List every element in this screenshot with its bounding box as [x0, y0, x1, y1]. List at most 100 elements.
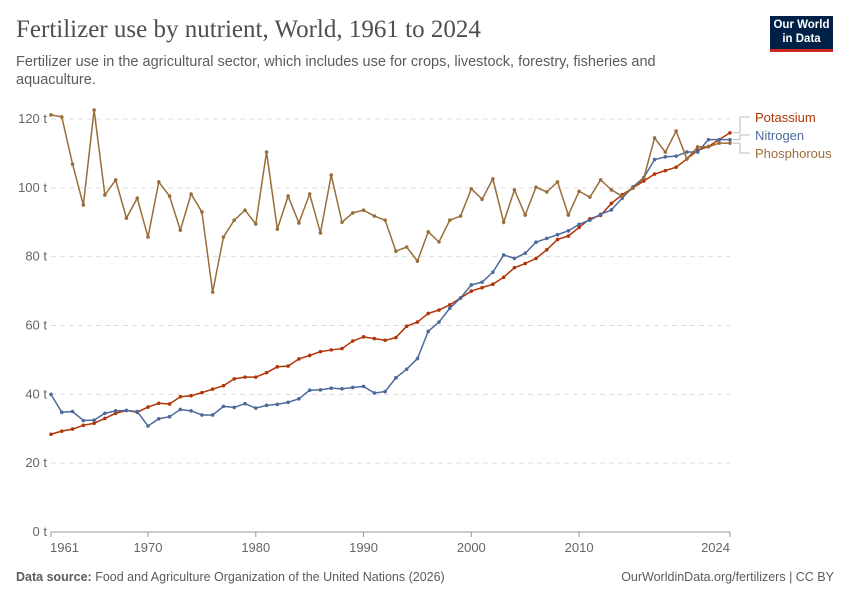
data-point [135, 196, 140, 200]
data-point [415, 356, 420, 361]
data-point [200, 210, 204, 214]
data-point [135, 409, 140, 414]
data-point [426, 311, 431, 316]
data-point [49, 392, 53, 397]
data-point [92, 421, 96, 426]
data-point [350, 211, 355, 215]
data-point [297, 357, 301, 361]
y-tick-label: 40 t [25, 386, 47, 401]
data-point [210, 290, 215, 294]
data-point [523, 213, 528, 217]
data-point [59, 115, 64, 119]
data-point [674, 165, 678, 169]
data-point [480, 285, 484, 290]
data-point [113, 409, 118, 413]
y-tick-label: 100 t [18, 180, 47, 195]
y-tick-label: 0 t [33, 524, 48, 539]
data-point [491, 282, 495, 287]
data-point [361, 208, 366, 213]
legend-connector [733, 142, 750, 154]
data-point [695, 145, 700, 149]
data-point [350, 339, 355, 343]
data-point [383, 218, 387, 222]
x-tick-label: 1970 [134, 540, 163, 555]
data-point [167, 402, 172, 406]
data-point [92, 108, 96, 112]
data-point [641, 176, 646, 180]
data-point [652, 172, 657, 176]
data-point [92, 418, 96, 422]
data-point [588, 218, 592, 222]
data-point [544, 190, 549, 194]
data-point [577, 222, 581, 227]
data-point [598, 212, 603, 217]
series-line-nitrogen [50, 138, 730, 428]
data-point [404, 324, 409, 328]
credit-link[interactable]: OurWorldinData.org/fertilizers | CC BY [621, 570, 834, 584]
x-tick-label: 2010 [565, 540, 594, 555]
x-tick-label: 1980 [241, 540, 270, 555]
data-point [652, 136, 657, 140]
data-point [458, 296, 463, 300]
y-tick-label: 120 t [18, 111, 47, 126]
data-point [329, 386, 334, 390]
data-point [221, 404, 226, 409]
data-point [652, 157, 657, 162]
data-point [275, 365, 280, 369]
data-point [49, 432, 53, 437]
data-point [534, 256, 538, 261]
data-point [588, 195, 592, 199]
data-point [663, 155, 668, 159]
data-point [534, 185, 538, 189]
data-point [329, 173, 334, 177]
legend-label: Potassium [755, 110, 816, 125]
source-text: Food and Agriculture Organization of the… [91, 570, 445, 584]
data-point [286, 364, 290, 368]
data-point [555, 232, 560, 237]
data-point [728, 141, 732, 145]
data-point [189, 393, 193, 398]
data-point [275, 227, 280, 231]
chart-subtitle: Fertilizer use in the agricultural secto… [16, 54, 656, 88]
data-point [350, 385, 355, 390]
logo-text: in Data [782, 33, 821, 45]
data-point [200, 390, 204, 395]
data-source: Data source: Food and Agriculture Organi… [16, 570, 445, 584]
data-point [426, 329, 431, 334]
data-point [286, 194, 290, 198]
data-point [728, 130, 732, 135]
data-point [70, 162, 75, 166]
data-point [59, 410, 64, 415]
data-point [297, 397, 301, 401]
data-point [469, 187, 474, 191]
data-point [167, 414, 172, 419]
data-point [598, 178, 603, 182]
data-point [544, 236, 549, 241]
data-point [232, 377, 237, 381]
data-point [297, 221, 301, 225]
data-point [307, 388, 312, 393]
data-point [555, 180, 560, 184]
chart-title: Fertilizer use by nutrient, World, 1961 … [16, 16, 481, 43]
data-point [383, 338, 387, 343]
data-point [695, 150, 700, 154]
data-point [566, 234, 571, 238]
data-point [577, 225, 581, 230]
data-point [394, 249, 398, 253]
data-point [437, 308, 441, 312]
data-point [340, 387, 344, 391]
data-point [437, 240, 441, 244]
data-point [264, 403, 269, 408]
owid-logo[interactable]: Our World in Data [770, 16, 833, 52]
data-point [221, 235, 226, 239]
data-point [631, 186, 635, 190]
data-point [706, 145, 711, 149]
series-line-phosphorous [50, 109, 730, 293]
data-point [340, 346, 344, 351]
data-point [501, 275, 506, 280]
data-point [501, 253, 506, 257]
data-point [685, 150, 689, 154]
data-point [253, 406, 258, 410]
data-point [232, 405, 237, 410]
data-point [609, 201, 614, 206]
